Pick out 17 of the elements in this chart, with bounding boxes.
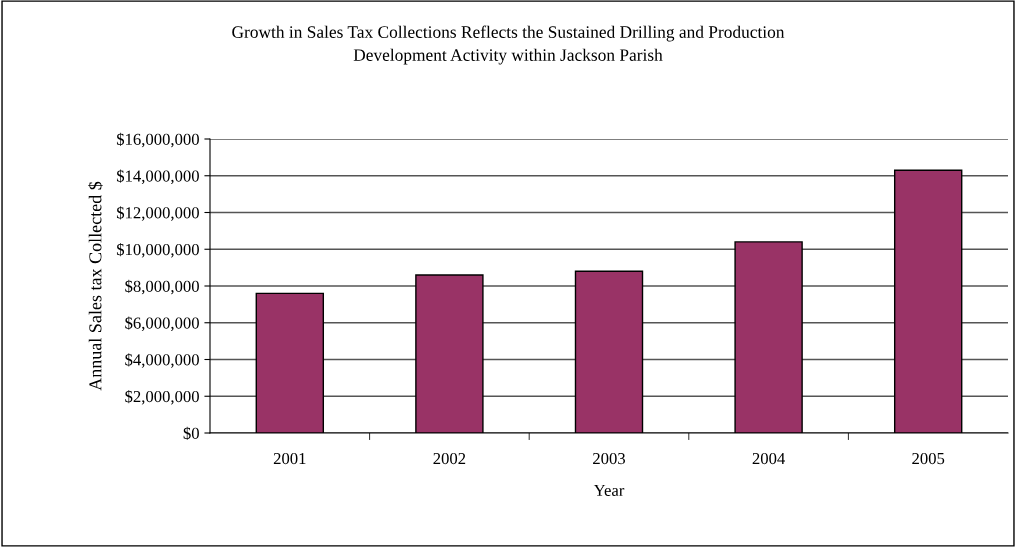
y-tick-label: $14,000,000	[116, 169, 199, 185]
x-axis-title: Year	[593, 484, 625, 496]
x-tick-label: 2001	[273, 452, 306, 465]
y-axis-title: Annual Sales tax Collected $	[88, 181, 103, 391]
x-tick-label: 2003	[593, 452, 626, 465]
y-tick-label: $8,000,000	[125, 279, 199, 295]
chart-title: Growth in Sales Tax Collections Reflects the Sustained Drilling and Production Development Activity within Jackson Parish	[232, 25, 785, 65]
x-tick-label: 2002	[433, 452, 466, 465]
y-tick-label: $2,000,000	[125, 389, 199, 405]
y-tick-label: $4,000,000	[125, 353, 199, 368]
x-tick-label: 2004	[752, 452, 786, 465]
y-tick-label: $10,000,000	[116, 242, 199, 258]
x-tick-label: 2005	[912, 452, 945, 465]
y-tick-label: $12,000,000	[116, 206, 199, 221]
y-tick-label: $16,000,000	[116, 132, 199, 148]
y-tick-label: $6,000,000	[125, 316, 199, 332]
y-tick-label: $0	[183, 426, 199, 441]
